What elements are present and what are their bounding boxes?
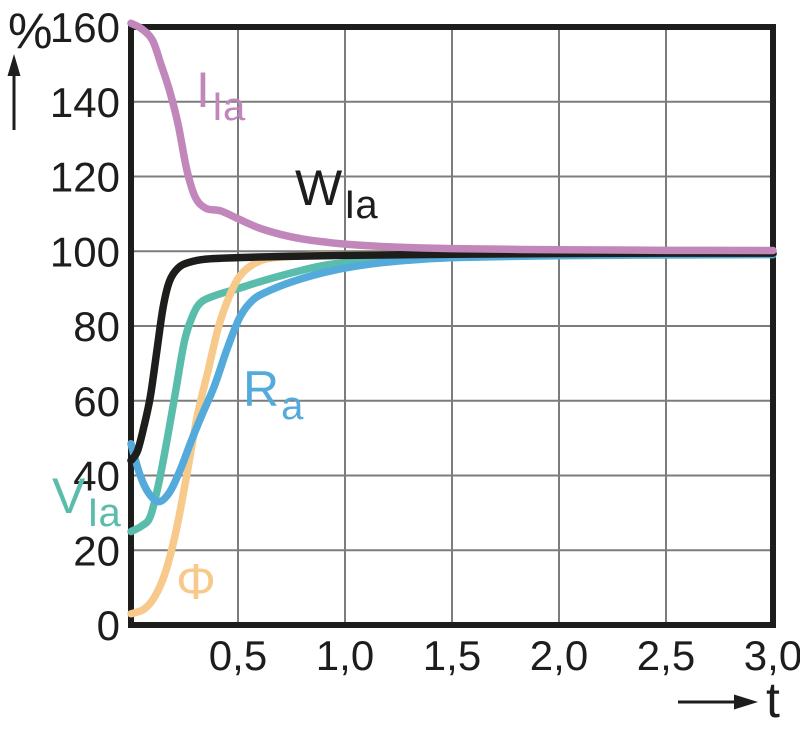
- curve-layer: [127, 19, 777, 618]
- x-axis-label: t: [766, 672, 780, 728]
- x-axis-tick-label: 0,5: [209, 632, 267, 679]
- curve-W_Ia: [127, 249, 777, 465]
- y-axis-tick-label: 100: [50, 228, 120, 275]
- y-axis-tick-label: 140: [50, 79, 120, 126]
- y-axis-tick-label: 60: [73, 378, 120, 425]
- x-axis-tick-label: 3,0: [744, 632, 800, 679]
- y-axis-tick-label: 120: [50, 154, 120, 201]
- x-axis-tick-label: 1,0: [316, 632, 374, 679]
- curve-label-phi: Φ: [176, 554, 216, 610]
- x-axis-tick-label: 1,5: [423, 632, 481, 679]
- x-axis-arrow-icon: [678, 694, 758, 710]
- y-axis-tick-label: 20: [73, 527, 120, 574]
- tick-layer: 160 140 120 100 80 60 40 20 0 0,5 1,0 1,5 2,0 2,5 3,0: [50, 4, 800, 679]
- y-axis-tick-label: 80: [73, 303, 120, 350]
- curve-label-vla: VIa: [52, 468, 121, 535]
- plot-frame: [128, 24, 776, 628]
- y-axis-tick-label: 40: [73, 453, 120, 500]
- grid-layer: [131, 27, 773, 625]
- y-axis-unit-label: %: [8, 3, 52, 59]
- y-axis-tick-label: 160: [50, 4, 120, 51]
- curve-label-wla: WIa: [295, 160, 378, 227]
- curve-label-ila: IIa: [196, 62, 246, 129]
- x-axis-tick-label: 2,5: [637, 632, 695, 679]
- curve-label-ra: Ra: [243, 361, 304, 428]
- y-axis-arrow-icon: [7, 54, 21, 130]
- x-axis-tick-label: 2,0: [530, 632, 588, 679]
- curve-I_Ia: [127, 19, 777, 255]
- y-axis-tick-label: 0: [97, 602, 120, 649]
